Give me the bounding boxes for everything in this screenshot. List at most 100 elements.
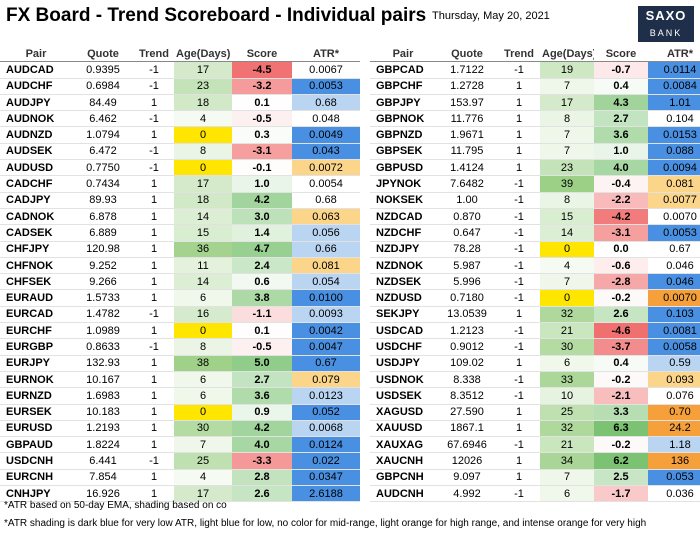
quote: 6.878 — [72, 207, 134, 226]
pair: USDCAD — [370, 322, 436, 340]
age: 4 — [540, 256, 594, 275]
score: 4.3 — [594, 94, 648, 112]
trend: 1 — [134, 94, 174, 112]
atr: 0.70 — [648, 403, 700, 421]
row: NZDCAD 0.870 -1 15 -4.2 0.0070 — [370, 207, 700, 226]
score: -0.1 — [232, 159, 292, 177]
quote: 5.996 — [436, 273, 498, 291]
trend: 1 — [134, 420, 174, 438]
age: 0 — [540, 289, 594, 307]
score: 3.8 — [232, 289, 292, 307]
row: EURCHF 1.0989 1 0 0.1 0.0042 — [0, 322, 360, 340]
quote: 1.2193 — [72, 420, 134, 438]
quote: 1.6983 — [72, 387, 134, 405]
score: 0.4 — [594, 78, 648, 95]
score: 3.3 — [594, 403, 648, 421]
age: 30 — [174, 420, 232, 438]
pair: AUDCAD — [0, 61, 72, 79]
pair: CHFNOK — [0, 256, 72, 275]
pair: USDCHF — [370, 338, 436, 356]
trend: -1 — [134, 305, 174, 324]
row: USDNOK 8.338 -1 33 -0.2 0.093 — [370, 371, 700, 389]
pair: GBPJPY — [370, 94, 436, 112]
pair: CNHJPY — [0, 485, 72, 503]
pair: XAGUSD — [370, 403, 436, 421]
age: 32 — [540, 420, 594, 438]
trend: 1 — [134, 387, 174, 405]
quote: 8.338 — [436, 371, 498, 389]
score: 2.6 — [594, 305, 648, 324]
row: XAUXAG 67.6946 -1 21 -0.2 1.18 — [370, 436, 700, 454]
logo-text: BANK — [649, 28, 683, 38]
row: CHFNOK 9.252 1 11 2.4 0.081 — [0, 256, 360, 275]
row: CADJPY 89.93 1 18 4.2 0.68 — [0, 192, 360, 209]
age: 7 — [540, 469, 594, 487]
age: 6 — [174, 289, 232, 307]
column-header: Pair — [0, 46, 72, 63]
pair: AUDNOK — [0, 110, 72, 128]
atr: 0.093 — [648, 371, 700, 389]
age: 11 — [174, 256, 232, 275]
pair: AUDSEK — [0, 143, 72, 161]
column-header: Quote — [72, 46, 134, 63]
quote: 0.7750 — [72, 159, 134, 177]
date: Thursday, May 20, 2021 — [432, 10, 550, 22]
age: 23 — [540, 159, 594, 177]
atr: 0.0094 — [648, 159, 700, 177]
column-header: Trend — [134, 46, 174, 63]
quote: 7.6482 — [436, 175, 498, 193]
row: CADNOK 6.878 1 14 3.0 0.063 — [0, 207, 360, 226]
age: 17 — [174, 61, 232, 79]
atr: 0.68 — [292, 192, 360, 209]
row: AUDUSD 0.7750 -1 0 -0.1 0.0072 — [0, 159, 360, 177]
atr: 0.056 — [292, 224, 360, 242]
score: -4.5 — [232, 61, 292, 79]
score: 4.0 — [594, 159, 648, 177]
atr: 0.0124 — [292, 436, 360, 454]
atr: 0.67 — [292, 354, 360, 372]
column-header: ATR* — [292, 46, 360, 63]
trend: 1 — [134, 289, 174, 307]
age: 14 — [540, 224, 594, 242]
score: 2.6 — [232, 485, 292, 503]
pair: AUDUSD — [0, 159, 72, 177]
trend: -1 — [498, 192, 540, 209]
age: 7 — [540, 78, 594, 95]
quote: 0.9012 — [436, 338, 498, 356]
atr: 0.079 — [292, 371, 360, 389]
atr: 0.043 — [292, 143, 360, 161]
row: NZDJPY 78.28 -1 0 0.0 0.67 — [370, 241, 700, 258]
trend: -1 — [134, 61, 174, 79]
score: -0.6 — [594, 256, 648, 275]
age: 14 — [174, 273, 232, 291]
row: EURJPY 132.93 1 38 5.0 0.67 — [0, 354, 360, 372]
score: -3.3 — [232, 452, 292, 470]
score: 2.4 — [232, 256, 292, 275]
score: -3.1 — [232, 143, 292, 161]
score: 2.7 — [232, 371, 292, 389]
table: Pair Quote Trend Age(Days) Score ATR* AUDCAD 0.… — [0, 46, 360, 503]
trend: -1 — [498, 371, 540, 389]
pair: EURNOK — [0, 371, 72, 389]
pair: GBPNOK — [370, 110, 436, 128]
score: 4.2 — [232, 192, 292, 209]
trend: 1 — [498, 143, 540, 161]
header-row: Pair Quote Trend Age(Days) Score ATR* — [370, 46, 700, 63]
atr: 0.0067 — [292, 61, 360, 79]
pair: USDCNH — [0, 452, 72, 470]
pair: GBPSEK — [370, 143, 436, 161]
quote: 1.4124 — [436, 159, 498, 177]
pair: NZDUSD — [370, 289, 436, 307]
quote: 9.252 — [72, 256, 134, 275]
atr: 0.0093 — [292, 305, 360, 324]
score: 5.0 — [232, 354, 292, 372]
column-header: Score — [232, 46, 292, 63]
quote: 6.889 — [72, 224, 134, 242]
trend: -1 — [498, 273, 540, 291]
age: 8 — [174, 143, 232, 161]
header-row: Pair Quote Trend Age(Days) Score ATR* — [0, 46, 360, 63]
table: Pair Quote Trend Age(Days) Score ATR* GBPCAD 1.… — [370, 46, 700, 503]
trend: 1 — [498, 94, 540, 112]
quote: 6.462 — [72, 110, 134, 128]
row: GBPUSD 1.4124 1 23 4.0 0.0094 — [370, 159, 700, 177]
